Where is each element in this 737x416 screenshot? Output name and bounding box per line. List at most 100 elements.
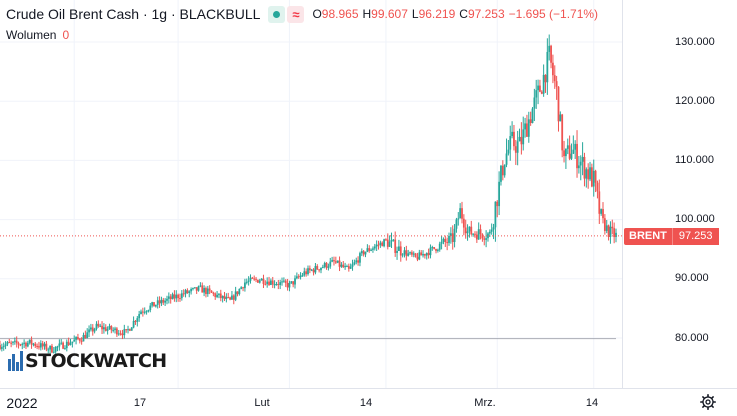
candle-body (67, 341, 70, 345)
candle-body (249, 277, 252, 281)
candle-body (359, 253, 361, 263)
legend-badges: ≈ (268, 5, 305, 23)
candle-body (17, 343, 20, 345)
price-axis[interactable]: 130.000 120.000 110.000 100.000 90.000 8… (622, 0, 737, 388)
ohlc-low: L96.219 (411, 7, 456, 21)
candle-body (203, 288, 205, 293)
candle-body (544, 74, 547, 83)
candle-body (483, 238, 486, 240)
candle-body (182, 293, 185, 295)
candle-body (121, 333, 124, 336)
candle-body (587, 169, 590, 180)
candle-body (383, 239, 385, 247)
candle-body (423, 254, 426, 256)
last-price-label: BRENT 97.253 (624, 228, 719, 245)
candle-body (210, 290, 213, 293)
candle-body (401, 254, 404, 256)
candle-body (611, 226, 614, 229)
candle-body (422, 254, 424, 256)
wave-icon[interactable]: ≈ (287, 5, 305, 23)
candle-body (143, 311, 146, 313)
candle-body (457, 218, 460, 220)
candle-body (579, 161, 582, 166)
candle-body (310, 269, 313, 271)
candle-body (336, 260, 339, 263)
candle-body (399, 246, 402, 256)
time-axis[interactable]: 2022 17 Lut 14 Mrz. 14 (0, 388, 737, 416)
candle-body (488, 231, 491, 234)
candle-body (472, 233, 475, 235)
candle-body (494, 201, 497, 228)
candle-body (513, 131, 515, 147)
volume-label[interactable]: Wolumen (6, 28, 57, 42)
candle-body (91, 327, 94, 332)
candle-body (49, 345, 51, 350)
candle-body (475, 234, 478, 240)
candle-body (548, 45, 551, 52)
candle-body (30, 339, 33, 345)
candle-body (592, 170, 595, 187)
gear-icon[interactable] (698, 392, 718, 412)
candle-body (440, 241, 443, 244)
candle-body (368, 248, 371, 251)
candle-body (251, 277, 254, 279)
candle-body (295, 276, 298, 279)
candle-body (41, 343, 44, 347)
candle-body (90, 327, 92, 330)
candle-body (62, 342, 64, 349)
candle-body (331, 260, 334, 262)
candle-body (179, 298, 181, 300)
candle-body (69, 343, 72, 345)
candle-body (496, 201, 499, 207)
candle-body (429, 247, 432, 256)
candle-body (290, 281, 293, 283)
candle-body (581, 156, 584, 162)
candle-body (218, 293, 220, 295)
candle-body (71, 341, 74, 344)
status-dot-icon[interactable] (268, 5, 286, 23)
candle-body (136, 318, 139, 322)
candle-body (305, 271, 308, 275)
candle-body (177, 294, 180, 299)
candle-body (132, 320, 135, 328)
candle-body (247, 280, 250, 282)
candle-body (490, 229, 493, 232)
candle-body (307, 268, 309, 275)
y-tick-label: 120.000 (675, 95, 715, 107)
candle-body (106, 328, 109, 331)
candle-body (253, 278, 256, 280)
candle-body (379, 242, 382, 245)
symbol-title[interactable]: Crude Oil Brent Cash · 1g · BLACKBULL (6, 6, 261, 22)
candle-body (433, 247, 436, 249)
candle-body (485, 238, 488, 240)
candle-body (88, 329, 90, 333)
candle-body (269, 280, 272, 285)
candle-body (158, 300, 161, 304)
candle-body (373, 246, 376, 249)
candle-body (511, 131, 513, 137)
candle-body (288, 282, 291, 288)
candle-body (0, 347, 3, 349)
candle-body (583, 156, 586, 179)
candle-body (542, 74, 545, 94)
candle-body (500, 165, 502, 182)
candle-body (351, 264, 354, 267)
candle-body (533, 97, 536, 109)
x-tick-label: 14 (585, 397, 599, 409)
candle-body (21, 343, 24, 345)
candle-body (409, 252, 411, 254)
candle-body (175, 294, 178, 299)
candle-body (193, 287, 196, 289)
candle-body (565, 148, 567, 157)
candle-body (147, 310, 150, 312)
candle-body (205, 288, 207, 295)
candle-body (431, 247, 434, 249)
candle-body (566, 145, 569, 149)
candle-body (26, 342, 29, 347)
candle-body (153, 302, 155, 307)
candle-body (479, 229, 482, 235)
candle-body (559, 114, 562, 122)
candle-body (362, 251, 365, 255)
